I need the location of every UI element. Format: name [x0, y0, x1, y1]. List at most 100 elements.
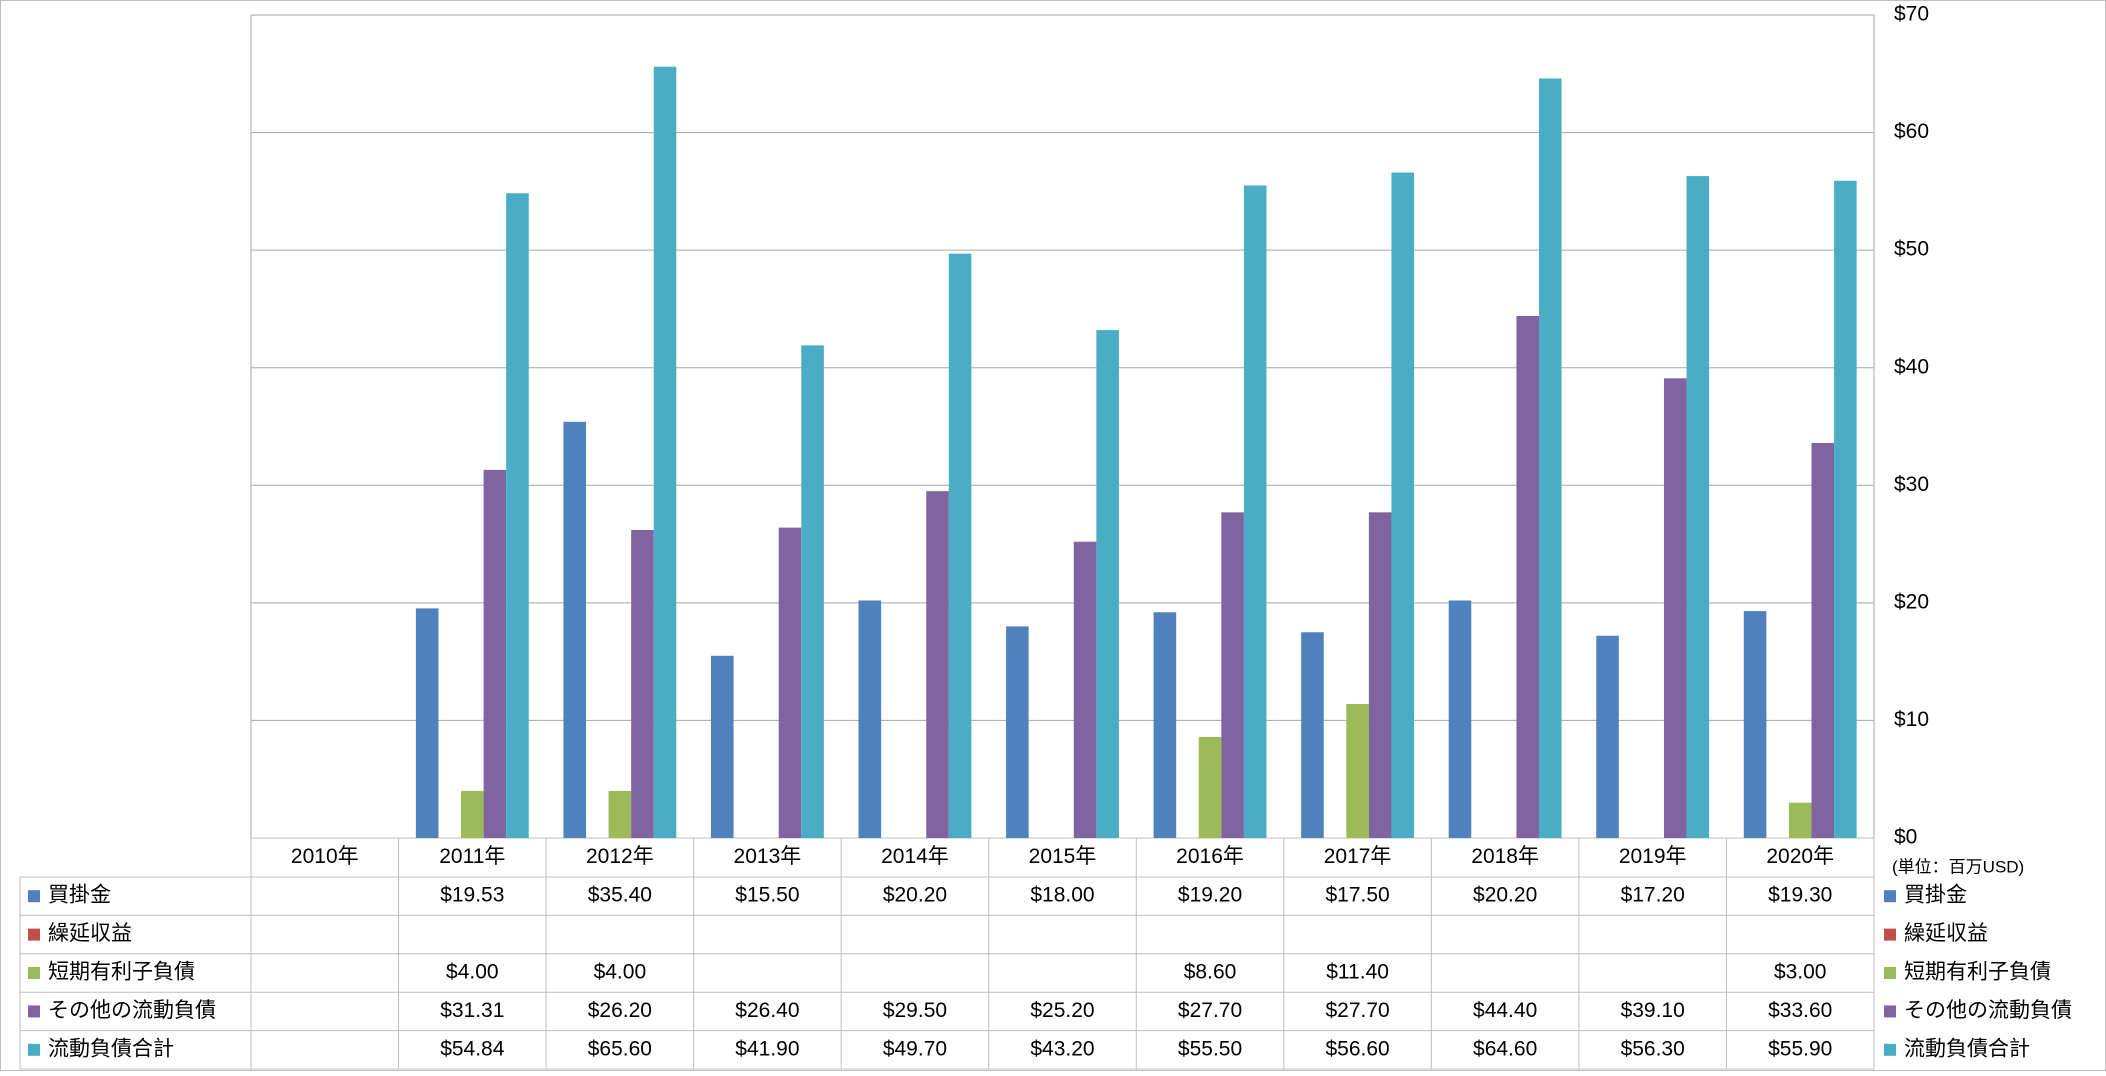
table-value: $27.70 [1325, 999, 1389, 1022]
x-tick-label: 2010年 [291, 845, 359, 868]
x-tick-label: 2018年 [1471, 845, 1539, 868]
legend-label: 繰延収益 [1904, 922, 1988, 945]
legend-swatch [1884, 1043, 1896, 1056]
legend-swatch [28, 967, 40, 979]
legend-swatch [28, 1005, 40, 1018]
unit-note: (単位：百万USD) [1892, 857, 2024, 876]
bar [506, 193, 529, 838]
bar [1663, 378, 1687, 838]
bar [1073, 541, 1097, 838]
table-value: $56.30 [1621, 1037, 1685, 1060]
y-tick-label: $50 [1894, 238, 1929, 261]
bar [1448, 600, 1472, 838]
bar [1346, 703, 1369, 838]
bar [1243, 185, 1267, 838]
bar [1221, 512, 1244, 838]
bar [631, 529, 654, 838]
legend-swatch [1884, 890, 1896, 903]
x-tick-label: 2015年 [1029, 845, 1097, 868]
table-value: $65.60 [588, 1037, 652, 1060]
legend-label: 流動負債合計 [1904, 1037, 2030, 1060]
table-value: $39.10 [1621, 999, 1685, 1022]
bar [1743, 611, 1767, 838]
table-value: $41.90 [735, 1037, 799, 1060]
table-row-label: その他の流動負債 [48, 999, 216, 1022]
bar [653, 66, 677, 838]
y-tick-label: $60 [1894, 120, 1929, 143]
bar [1368, 512, 1392, 838]
table-row-label: 繰延収益 [48, 922, 132, 945]
legend-label: 買掛金 [1904, 884, 1967, 907]
legend-swatch [1884, 1005, 1896, 1018]
x-tick-label: 2011年 [439, 845, 505, 868]
legend-swatch [1884, 967, 1896, 979]
table-value: $18.00 [1030, 884, 1094, 907]
bar [926, 491, 949, 838]
x-tick-label: 2016年 [1176, 845, 1244, 868]
table-value: $27.70 [1178, 999, 1242, 1022]
bar [1811, 442, 1835, 838]
bar [948, 253, 972, 839]
bar [1301, 632, 1324, 838]
bar [1198, 736, 1222, 838]
table-value: $56.60 [1325, 1037, 1389, 1060]
x-tick-label: 2019年 [1619, 845, 1687, 868]
y-tick-label: $10 [1894, 708, 1929, 731]
table-value: $19.30 [1768, 884, 1832, 907]
table-value: $3.00 [1774, 961, 1827, 984]
legend-swatch [1884, 928, 1896, 941]
bar [858, 600, 882, 838]
table-value: $17.20 [1621, 884, 1685, 907]
table-value: $17.50 [1325, 884, 1389, 907]
legend-label: その他の流動負債 [1904, 999, 2072, 1022]
table-value: $55.50 [1178, 1037, 1242, 1060]
table-value: $26.20 [588, 999, 652, 1022]
bar [1686, 176, 1710, 838]
table-row-label: 流動負債合計 [48, 1037, 174, 1060]
table-value: $25.20 [1030, 999, 1094, 1022]
table-value: $31.31 [440, 999, 504, 1022]
bar [1096, 330, 1119, 838]
table-value: $26.40 [735, 999, 799, 1022]
bar [1006, 626, 1029, 838]
table-value: $33.60 [1768, 999, 1832, 1022]
bar [1538, 78, 1562, 838]
legend-swatch [28, 1043, 40, 1056]
table-value: $49.70 [883, 1037, 947, 1060]
x-tick-label: 2020年 [1766, 845, 1834, 868]
table-value: $64.60 [1473, 1037, 1537, 1060]
table-value: $35.40 [588, 884, 652, 907]
table-value: $19.53 [440, 884, 504, 907]
x-tick-label: 2012年 [586, 845, 654, 868]
table-value: $54.84 [440, 1037, 505, 1060]
x-tick-label: 2014年 [881, 845, 949, 868]
bar [415, 608, 439, 838]
bar [1596, 635, 1619, 838]
y-tick-label: $40 [1894, 355, 1929, 378]
bar [1834, 180, 1857, 839]
table-value: $4.00 [594, 961, 647, 984]
table-value: $19.20 [1178, 884, 1242, 907]
legend-label: 短期有利子負債 [1904, 961, 2051, 984]
bar [1788, 802, 1812, 838]
bar [461, 790, 484, 838]
table-value: $55.90 [1768, 1037, 1832, 1060]
bar [778, 527, 802, 838]
bar [1516, 315, 1539, 838]
table-row-label: 短期有利子負債 [48, 961, 195, 984]
table-value: $11.40 [1326, 961, 1389, 984]
bar [710, 655, 734, 838]
table-row-label: 買掛金 [48, 884, 111, 907]
table-value: $20.20 [1473, 884, 1537, 907]
table-value: $20.20 [883, 884, 947, 907]
bar [483, 469, 507, 838]
bar [1391, 172, 1415, 838]
table-value: $4.00 [446, 961, 499, 984]
table-value: $15.50 [735, 884, 799, 907]
y-tick-label: $70 [1894, 3, 1929, 26]
table-value: $29.50 [883, 999, 947, 1022]
bar [608, 790, 632, 838]
y-tick-label: $20 [1894, 590, 1929, 613]
